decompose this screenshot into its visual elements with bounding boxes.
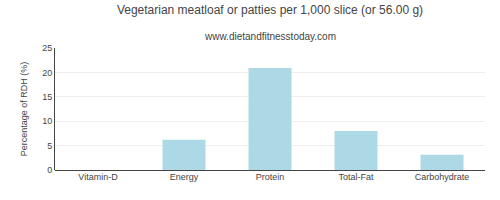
svg-text:Total-Fat: Total-Fat bbox=[338, 172, 374, 182]
svg-text:Percentage of RDH (%): Percentage of RDH (%) bbox=[19, 62, 29, 157]
svg-text:0: 0 bbox=[47, 165, 52, 175]
svg-text:5: 5 bbox=[47, 141, 52, 151]
svg-text:20: 20 bbox=[42, 68, 52, 78]
svg-text:Energy: Energy bbox=[170, 172, 199, 182]
svg-text:25: 25 bbox=[42, 43, 52, 53]
svg-text:15: 15 bbox=[42, 92, 52, 102]
svg-text:Vitamin-D: Vitamin-D bbox=[78, 172, 118, 182]
svg-text:Carbohydrate: Carbohydrate bbox=[415, 172, 470, 182]
svg-text:10: 10 bbox=[42, 116, 52, 126]
svg-text:Vegetarian meatloaf or patties: Vegetarian meatloaf or patties per 1,000… bbox=[117, 3, 423, 17]
svg-text:Protein: Protein bbox=[256, 172, 285, 182]
svg-text:www.dietandfitnesstoday.com: www.dietandfitnesstoday.com bbox=[204, 31, 336, 42]
